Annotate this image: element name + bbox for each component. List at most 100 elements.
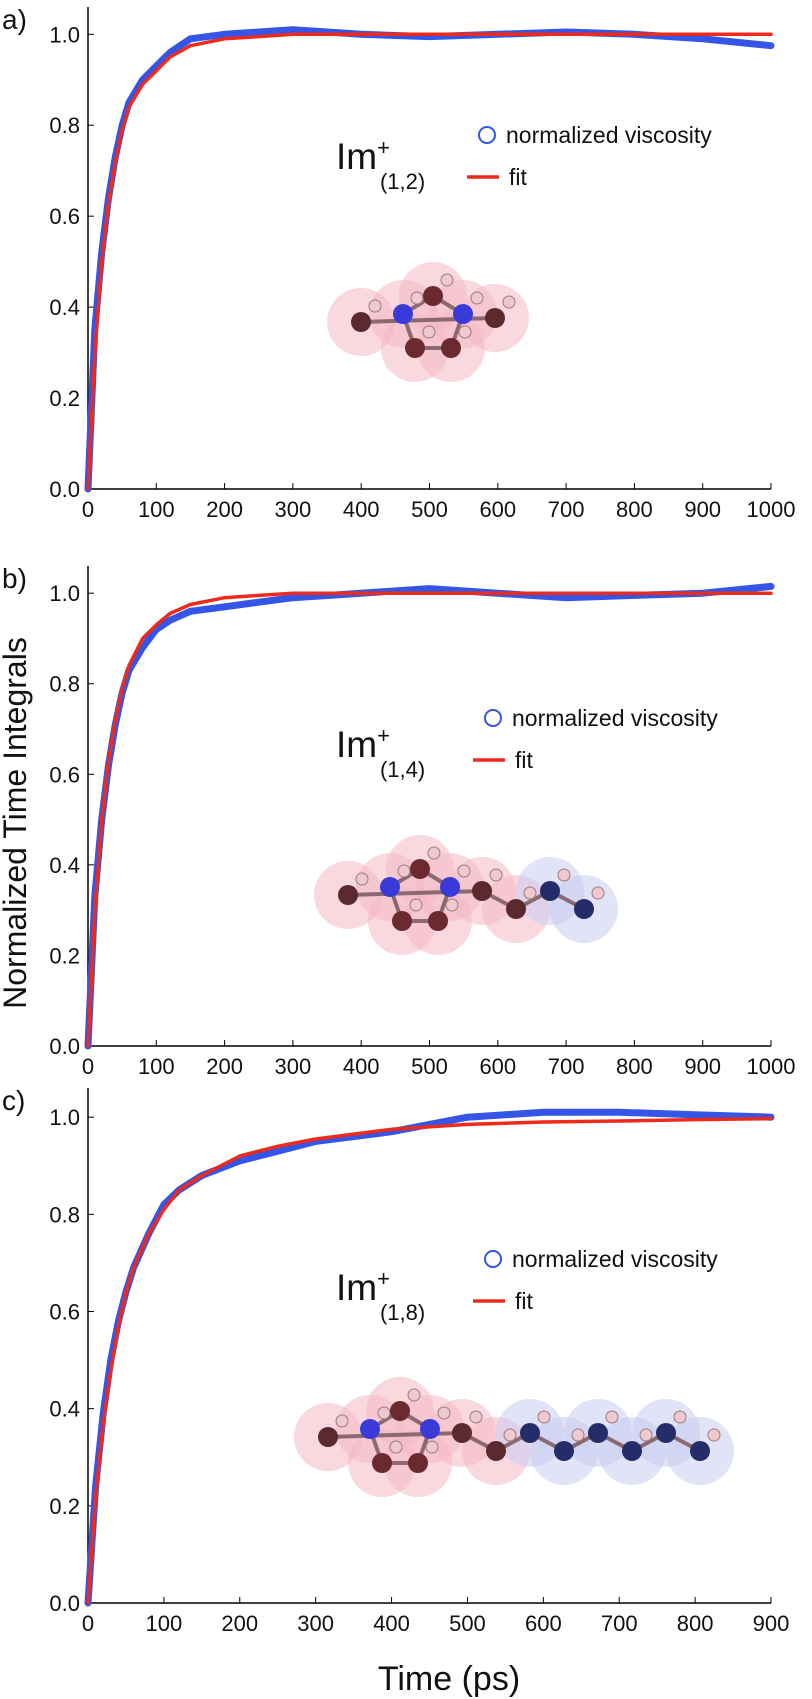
annotation-text: Im bbox=[336, 1267, 377, 1308]
x-tick-label: 200 bbox=[206, 1054, 243, 1079]
x-tick-label: 400 bbox=[343, 1054, 380, 1079]
molecule-hydrogen bbox=[503, 1428, 517, 1442]
annotation-superscript: + bbox=[377, 1266, 390, 1291]
legend-label: fit bbox=[515, 1288, 534, 1314]
legend-label: normalized viscosity bbox=[512, 1246, 718, 1272]
molecule-atom bbox=[380, 877, 400, 897]
molecule-hydrogen bbox=[489, 868, 503, 882]
molecule-atom bbox=[420, 1419, 440, 1439]
x-tick-label: 300 bbox=[275, 497, 312, 522]
y-tick-label: 0.6 bbox=[49, 204, 80, 229]
x-tick-label: 300 bbox=[297, 1611, 334, 1636]
molecule-hydrogen bbox=[368, 299, 382, 313]
annotation-superscript: + bbox=[377, 723, 390, 748]
molecule-hydrogen bbox=[335, 1414, 349, 1428]
x-tick-label: 800 bbox=[677, 1611, 714, 1636]
molecule-atom bbox=[554, 1441, 574, 1461]
legend-marker bbox=[478, 126, 496, 144]
y-tick-label: 0.8 bbox=[49, 1202, 80, 1227]
legend-label: normalized viscosity bbox=[506, 122, 712, 148]
x-tick-label: 700 bbox=[601, 1611, 638, 1636]
molecule-hydrogen bbox=[410, 291, 424, 305]
molecule-atom bbox=[540, 881, 560, 901]
x-tick-label: 0 bbox=[82, 1054, 94, 1079]
legend-label: normalized viscosity bbox=[512, 705, 718, 731]
x-tick-label: 200 bbox=[206, 497, 243, 522]
molecule-hydrogen bbox=[445, 898, 459, 912]
y-tick-label: 0.4 bbox=[49, 1397, 80, 1422]
x-tick-label: 900 bbox=[684, 1054, 721, 1079]
molecule-atom bbox=[351, 312, 371, 332]
molecule-atom bbox=[318, 1427, 338, 1447]
annotation-subscript: (1,2) bbox=[380, 169, 425, 194]
x-tick-label: 800 bbox=[616, 1054, 653, 1079]
x-tick-label: 500 bbox=[411, 1054, 448, 1079]
molecule-hydrogen bbox=[440, 273, 454, 287]
molecule bbox=[314, 835, 618, 955]
y-tick-label: 0.2 bbox=[49, 943, 80, 968]
legend-marker bbox=[484, 1250, 502, 1268]
molecule-atom bbox=[393, 304, 413, 324]
x-tick-label: 100 bbox=[138, 1054, 175, 1079]
molecule-atom bbox=[360, 1419, 380, 1439]
y-tick-label: 1.0 bbox=[49, 22, 80, 47]
molecule-bond bbox=[327, 1431, 463, 1439]
molecule-atom bbox=[440, 877, 460, 897]
molecule-atom bbox=[485, 308, 505, 328]
molecule-atom bbox=[574, 899, 594, 919]
molecule-hydrogen bbox=[537, 1410, 551, 1424]
viscosity-line bbox=[84, 1108, 775, 1607]
molecule-hydrogen bbox=[389, 1440, 403, 1454]
y-tick-label: 1.0 bbox=[49, 1105, 80, 1130]
x-tick-label: 300 bbox=[275, 1054, 312, 1079]
molecule-atom bbox=[453, 304, 473, 324]
molecule-hydrogen bbox=[673, 1410, 687, 1424]
molecule-atom bbox=[656, 1423, 676, 1443]
fit-line bbox=[86, 591, 773, 1048]
annotation-text: Im bbox=[336, 724, 377, 765]
fit-line bbox=[86, 32, 773, 491]
molecule-atom bbox=[622, 1441, 642, 1461]
molecule-atom bbox=[472, 881, 492, 901]
legend-marker bbox=[484, 709, 502, 727]
molecule-atom bbox=[408, 1453, 428, 1473]
molecule-atom bbox=[372, 1453, 392, 1473]
x-tick-label: 100 bbox=[146, 1611, 183, 1636]
molecule-hydrogen bbox=[523, 886, 537, 900]
panel-label: b) bbox=[2, 563, 27, 594]
legend-label: fit bbox=[515, 747, 534, 773]
annotation-superscript: + bbox=[377, 135, 390, 160]
molecule-atom bbox=[428, 911, 448, 931]
annotation: Im+ (1,4) bbox=[336, 723, 425, 782]
annotation: Im+ (1,2) bbox=[336, 135, 425, 194]
molecule-atom bbox=[392, 911, 412, 931]
y-tick-label: 1.0 bbox=[49, 581, 80, 606]
molecule-hydrogen bbox=[422, 325, 436, 339]
y-tick-label: 0.8 bbox=[49, 113, 80, 138]
molecule-hydrogen bbox=[458, 325, 472, 339]
molecule-hydrogen bbox=[605, 1410, 619, 1424]
molecule-hydrogen bbox=[502, 295, 516, 309]
legend-label: fit bbox=[509, 164, 528, 190]
y-tick-label: 0.6 bbox=[49, 1299, 80, 1324]
molecule-hydrogen bbox=[557, 868, 571, 882]
y-tick-label: 0.0 bbox=[49, 477, 80, 502]
molecule-hydrogen bbox=[397, 864, 411, 878]
y-tick-label: 0.0 bbox=[49, 1034, 80, 1059]
molecule-atom bbox=[390, 1401, 410, 1421]
x-tick-label: 700 bbox=[548, 1054, 585, 1079]
molecule-hydrogen bbox=[427, 846, 441, 860]
molecule-hydrogen bbox=[470, 291, 484, 305]
annotation: Im+ (1,8) bbox=[336, 1266, 425, 1325]
x-tick-label: 400 bbox=[343, 497, 380, 522]
molecule-atom bbox=[410, 859, 430, 879]
y-tick-label: 0.2 bbox=[49, 1494, 80, 1519]
molecule-hydrogen bbox=[469, 1410, 483, 1424]
x-tick-label: 1000 bbox=[747, 497, 796, 522]
molecule-hydrogen bbox=[571, 1428, 585, 1442]
y-tick-label: 0.4 bbox=[49, 295, 80, 320]
y-tick-label: 0.6 bbox=[49, 762, 80, 787]
molecule-atom bbox=[588, 1423, 608, 1443]
